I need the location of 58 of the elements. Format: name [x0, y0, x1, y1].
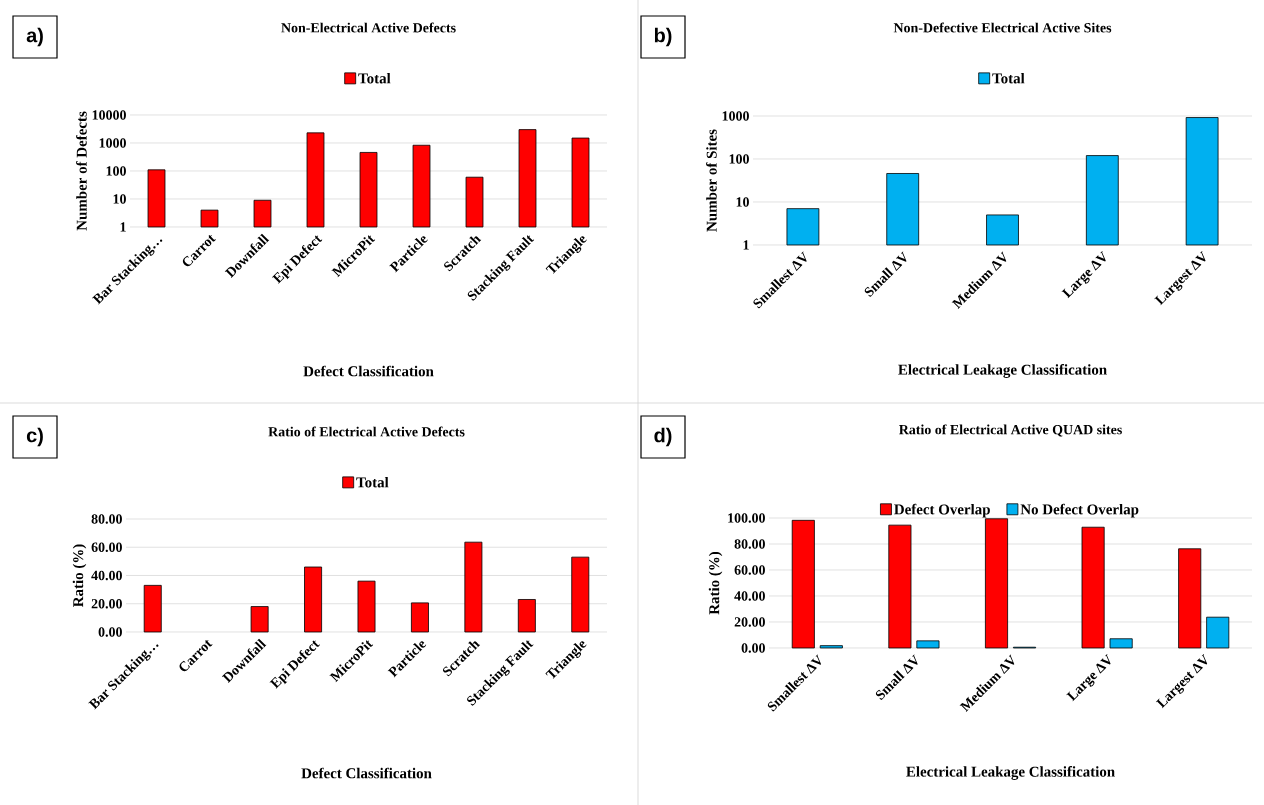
y-axis-title: Ratio (%): [708, 551, 723, 615]
y-tick-label: 1: [120, 222, 126, 232]
chart-title: Non-Electrical Active Defects: [281, 22, 456, 33]
text: d): [654, 427, 672, 447]
y-tick-label: 100: [729, 154, 749, 164]
y-tick-label: 10: [736, 197, 749, 207]
chart-title: Non-Defective Electrical Active Sites: [893, 22, 1112, 33]
y-tick-label: 60.00: [91, 542, 122, 552]
text: b): [654, 27, 672, 47]
x-axis-title: Electrical Leakage Classification: [906, 766, 1115, 780]
y-tick-label: 10: [113, 194, 126, 204]
legend-label: No Defect Overlap: [1020, 503, 1139, 518]
bar: [1206, 616, 1230, 649]
y-axis-title: Ratio (%): [72, 544, 87, 607]
bar: [250, 606, 269, 633]
legend-label: Total: [356, 476, 389, 488]
x-axis-title: Defect Classification: [303, 365, 434, 377]
legend-label: Total: [992, 72, 1025, 84]
text: c): [26, 427, 43, 447]
chart-title: Ratio of Electrical Active Defects: [268, 426, 465, 437]
y-tick-label: 80.00: [734, 539, 765, 549]
bar: [1109, 638, 1133, 649]
bar: [1081, 526, 1105, 649]
x-axis-title: Electrical Leakage Classification: [898, 364, 1107, 378]
bar: [571, 556, 590, 633]
bar: [888, 524, 912, 649]
bar: [143, 584, 162, 633]
y-tick-label: 20.00: [91, 598, 122, 609]
bar: [1178, 548, 1202, 649]
y-tick-label: 1: [743, 240, 749, 250]
bar: [464, 541, 483, 633]
bar: [357, 580, 376, 633]
y-tick-label: 80.00: [91, 514, 122, 524]
y-tick-label: 1000: [722, 111, 749, 121]
y-tick-label: 1000: [99, 138, 126, 148]
bar: [411, 602, 429, 633]
bar: [791, 519, 815, 649]
y-tick-label: 0.00: [741, 643, 765, 653]
y-tick-label: 0.00: [98, 627, 122, 637]
y-tick-label: 20.00: [734, 617, 765, 627]
y-tick-label: 100: [106, 166, 126, 176]
bar: [819, 645, 843, 649]
y-tick-label: 60.00: [734, 565, 765, 575]
bar: [517, 599, 536, 633]
chart-title: Ratio of Electrical Active QUAD sites: [899, 424, 1122, 437]
y-tick-label: 40.00: [734, 591, 765, 601]
legend-label: Total: [358, 72, 391, 84]
y-axis-title: Number of Sites: [706, 129, 717, 232]
bar: [304, 566, 323, 633]
legend-label: Defect Overlap: [894, 503, 990, 518]
y-axis-title: Number of Defects: [76, 111, 87, 231]
y-tick-label: 10000: [92, 110, 126, 120]
bar: [984, 518, 1009, 649]
bar: [916, 640, 940, 649]
text: a): [26, 27, 43, 47]
x-axis-title: Defect Classification: [301, 767, 432, 779]
y-tick-label: 40.00: [91, 570, 122, 581]
y-tick-label: 100.00: [728, 513, 765, 523]
